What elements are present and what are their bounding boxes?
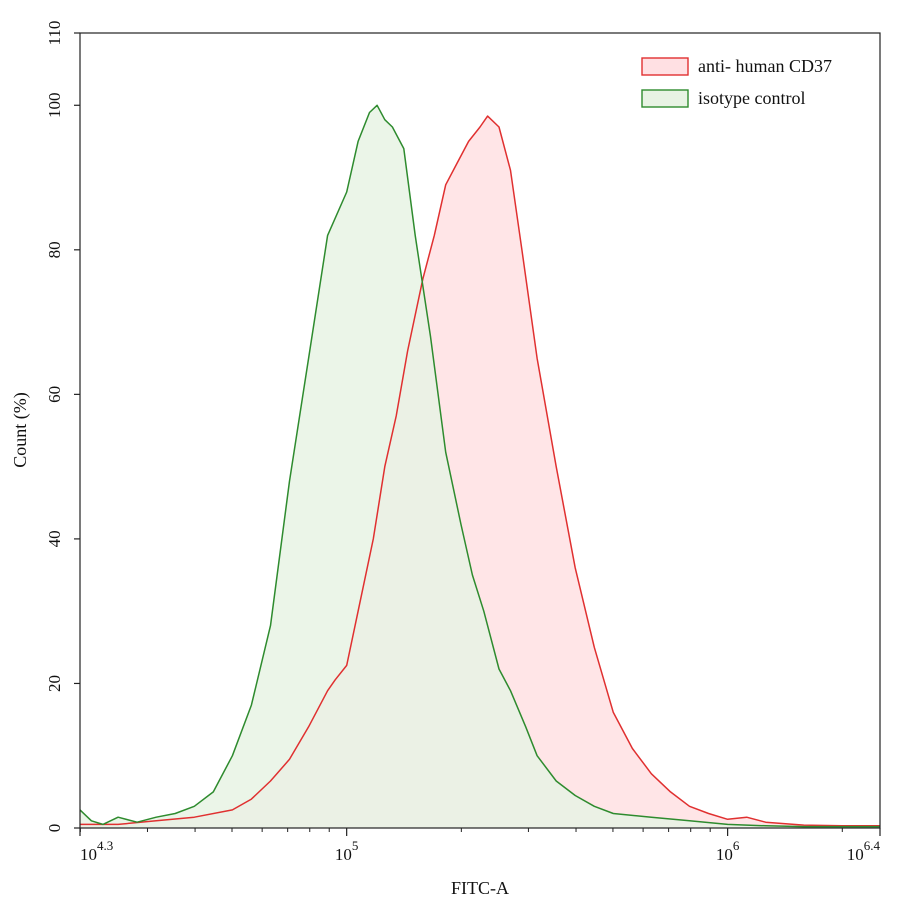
legend-swatch: [641, 57, 689, 76]
series-line-0: [80, 115, 880, 827]
y-axis-title: Count (%): [10, 392, 31, 468]
y-tick-label: 0: [45, 824, 64, 833]
x-tick-label: 106: [716, 838, 740, 864]
x-tick-label: 106.4: [847, 838, 881, 864]
series-fills: [80, 105, 880, 829]
x-tick-label: 104.3: [80, 838, 113, 864]
legend-label: anti- human CD37: [698, 56, 832, 76]
plot-frame: [79, 32, 881, 829]
y-tick-label: 60: [45, 386, 64, 403]
x-axis-title: FITC-A: [451, 878, 509, 898]
series-line-1: [79, 104, 880, 828]
y-tick-label: 100: [45, 93, 64, 119]
legend: anti- human CD37 isotype control: [641, 56, 832, 108]
x-tick-label: 105: [335, 838, 359, 864]
y-tick-label: 80: [45, 241, 64, 258]
y-tick-label: 20: [45, 675, 64, 692]
y-tick-label: 40: [45, 530, 64, 547]
x-axis: 104.3 105 106 106.4: [79, 828, 881, 864]
series-lines: [79, 104, 880, 828]
y-tick-label: 110: [45, 21, 64, 46]
legend-swatch: [641, 89, 689, 108]
legend-label: isotype control: [698, 88, 805, 108]
series-area-0: [80, 116, 880, 829]
y-axis: 0 20 40 60 80 100 110: [45, 21, 80, 833]
series-area-1: [80, 105, 880, 829]
